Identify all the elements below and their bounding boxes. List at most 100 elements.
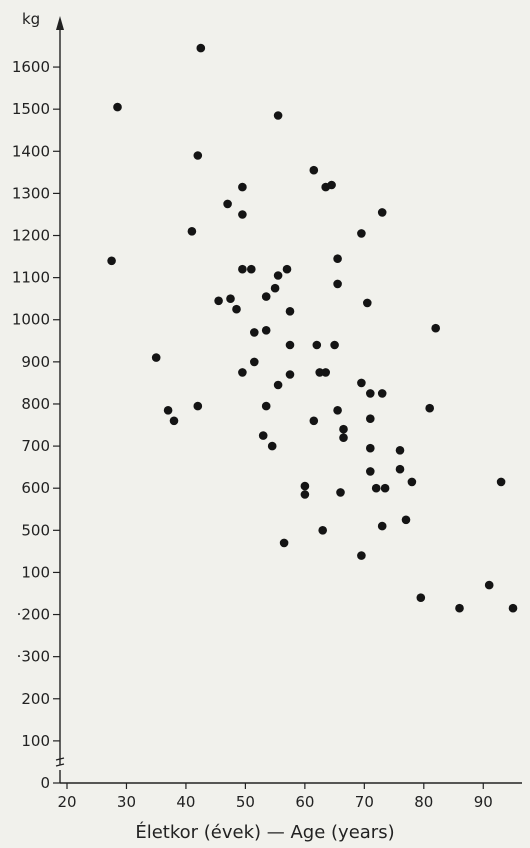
data-point [238,368,247,377]
data-point [333,254,342,263]
data-point [363,298,372,308]
data-point [339,424,348,434]
data-point [169,416,179,426]
y-tick-label: ·200 [17,606,50,624]
data-point [300,490,310,499]
y-tick-label: 1600 [12,58,50,76]
y-tick-label: 1200 [12,227,50,245]
data-point [309,165,319,175]
data-points [107,43,518,613]
data-point [321,368,331,377]
data-point [377,208,387,217]
y-tick-label: 100 [21,732,50,750]
data-point [261,326,271,335]
data-point [312,340,322,350]
data-point [366,414,375,424]
y-tick-label: 900 [21,353,50,371]
data-point [425,403,435,413]
x-tick-label: 90 [474,793,493,811]
data-point [285,340,295,350]
y-tick-label: 1500 [12,100,50,118]
data-point [357,229,366,238]
data-point [196,43,206,53]
data-point [238,182,247,192]
data-point [261,401,271,411]
data-point [232,304,241,314]
data-point [285,370,295,379]
data-point [431,323,441,333]
data-point [193,151,203,160]
y-tick-label: ·300 [17,648,50,666]
data-point [282,264,292,274]
data-point [214,296,223,306]
data-point [309,416,319,426]
data-point [193,401,203,411]
data-point [416,593,426,602]
data-point [223,199,232,209]
data-point [401,515,411,525]
data-point [330,340,339,350]
data-point [226,294,235,304]
data-point [238,210,247,219]
data-point [366,443,375,453]
x-ticks: 20 30 40 50 60 70 80 90 [57,783,493,811]
axes [55,16,522,784]
data-point [484,580,494,590]
y-tick-label: 200 [21,690,50,708]
data-point [250,357,259,367]
data-point [279,538,289,548]
data-point [267,441,277,451]
data-point [250,328,259,337]
y-tick-label: 1000 [12,311,50,329]
y-tick-label: 1400 [12,142,50,160]
data-point [315,368,325,377]
data-point [247,264,256,274]
y-tick-label: 100 [21,563,50,581]
data-point [238,264,247,274]
data-point [187,227,197,236]
data-point [300,481,310,491]
x-tick-label: 70 [355,793,374,811]
y-tick-label: 700 [21,437,50,455]
data-point [366,467,375,476]
data-point [377,389,387,398]
y-axis-arrow [56,16,64,30]
data-point [508,603,518,613]
data-point [270,283,280,293]
data-point [377,521,387,531]
data-point [151,353,161,362]
data-point [327,180,336,190]
data-point [339,433,348,443]
data-point [496,477,506,487]
y-tick-label: 1300 [12,184,50,202]
data-point [357,551,366,560]
y-tick-label: 1100 [12,269,50,287]
data-point [273,271,283,280]
data-point [371,483,381,493]
data-point [113,102,122,112]
data-point [285,307,295,316]
x-tick-label: 60 [295,793,314,811]
data-point [395,464,405,474]
x-tick-label: 40 [176,793,195,811]
data-point [258,431,268,440]
x-tick-label: 20 [57,793,76,811]
x-tick-label: 80 [414,793,433,811]
x-axis-title: Életkor (évek) — Age (years) [135,821,394,843]
data-point [455,603,464,613]
data-point [163,406,173,415]
data-point [395,446,405,455]
y-tick-label: 500 [21,521,50,539]
data-point [273,380,283,390]
x-tick-label: 30 [117,793,136,811]
y-tick-label: 0 [40,774,50,792]
y-tick-label: 600 [21,479,50,497]
y-axis-break-mark [55,757,65,767]
y-ticks: 0 100 200 ·300 ·200 100 500 600 700 800 900 1000 110… [12,58,60,792]
data-point [336,488,345,497]
data-point [261,292,271,301]
data-point [366,389,375,398]
y-axis-unit-label: kg [22,10,40,28]
data-point [107,256,116,266]
